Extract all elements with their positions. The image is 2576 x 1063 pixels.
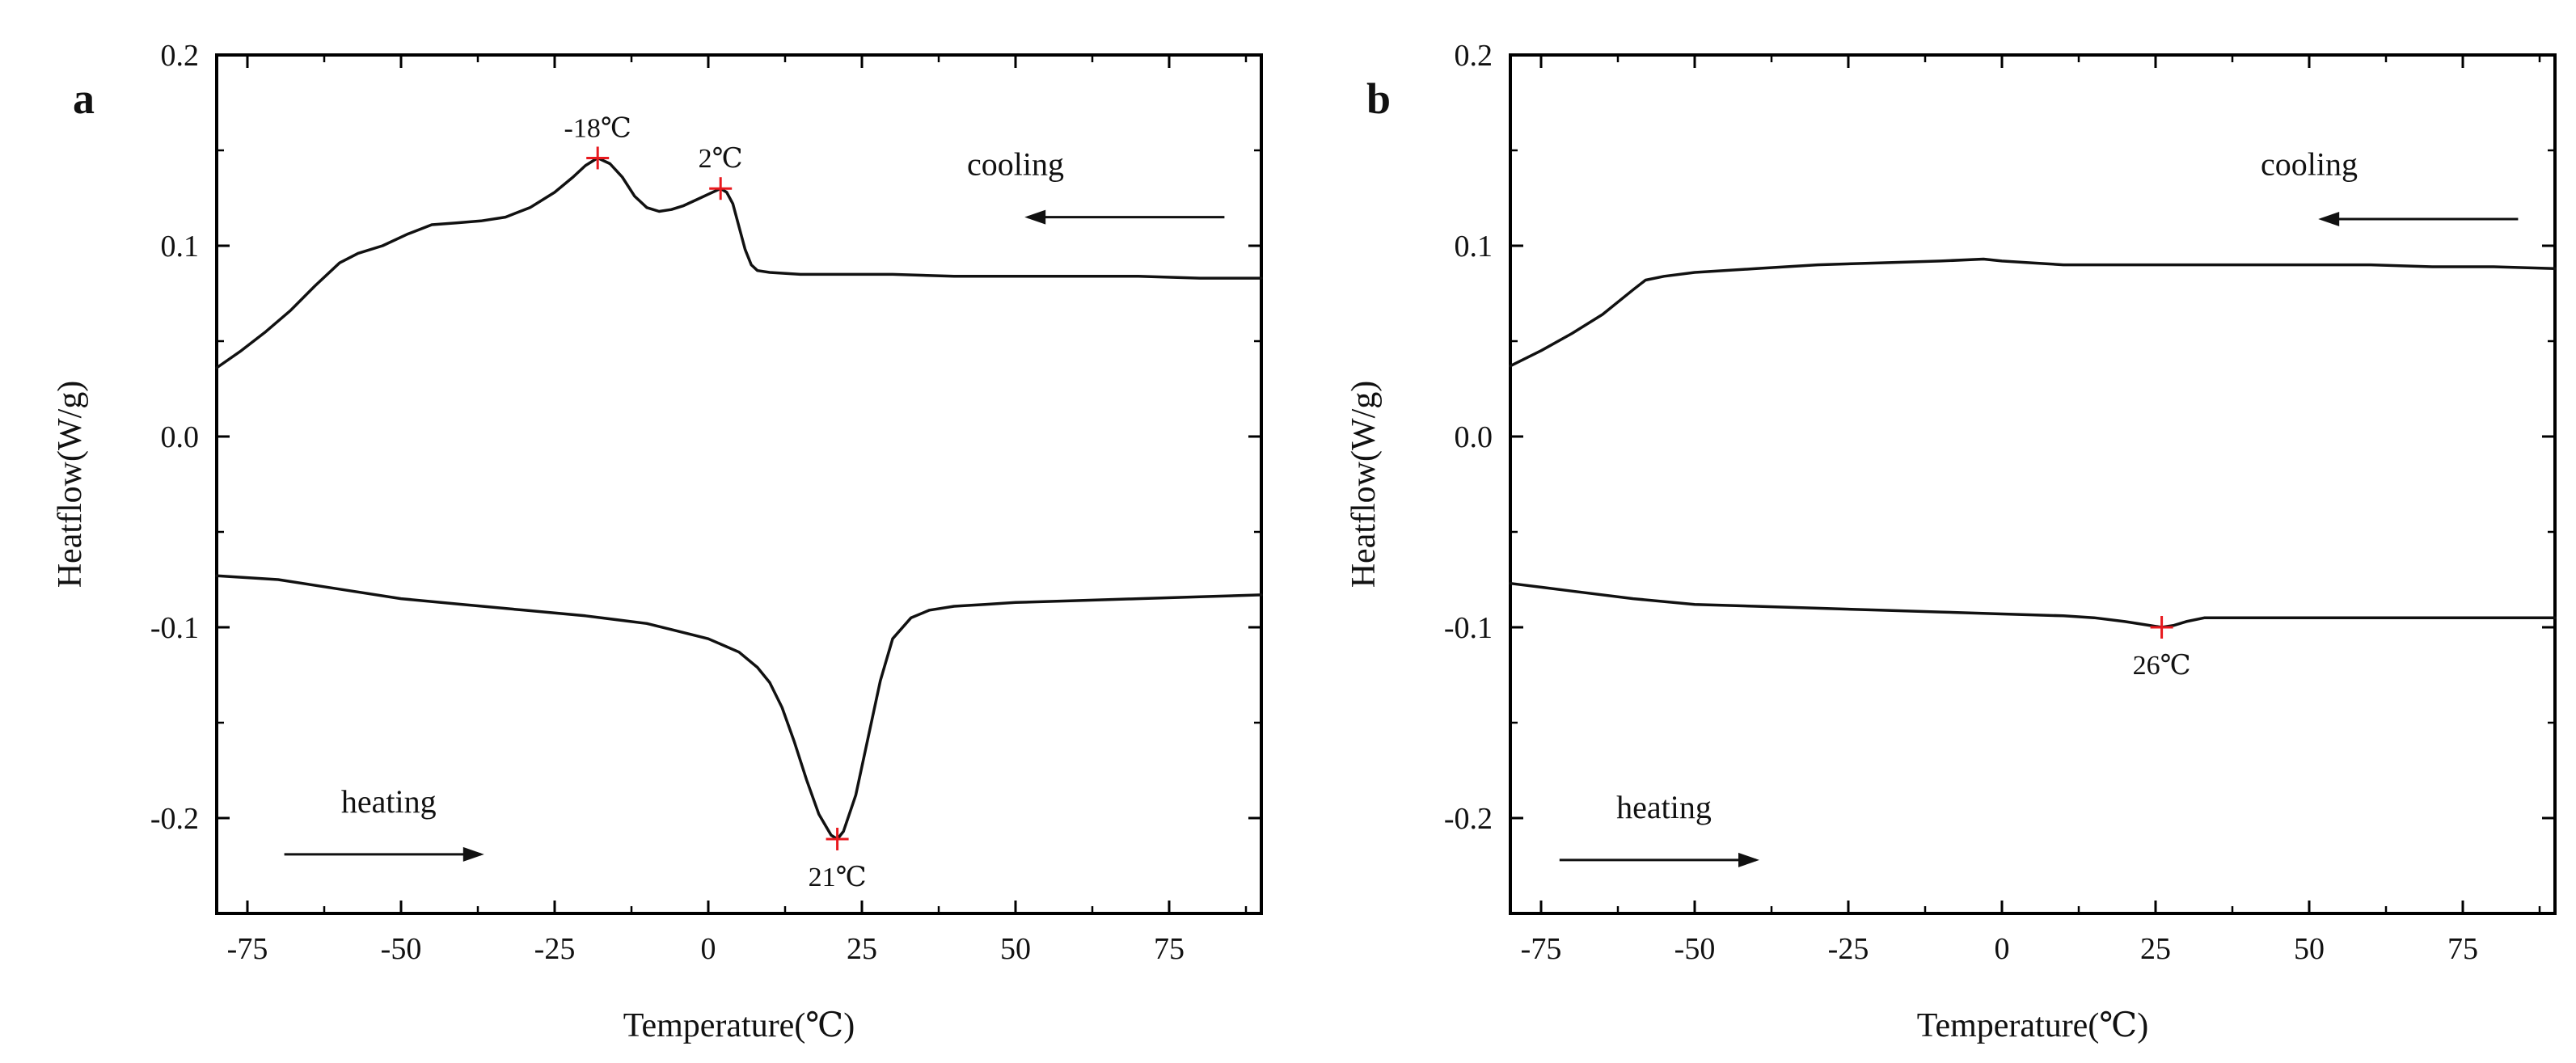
x-tick-label: 0	[1995, 932, 2010, 966]
x-tick-label: 75	[1154, 932, 1185, 966]
x-tick-label: 75	[2447, 932, 2478, 966]
plot-frame	[1509, 53, 2557, 915]
x-tick-label: 25	[847, 932, 877, 966]
direction-arrow-head	[1738, 852, 1759, 867]
x-tick-label: 25	[2140, 932, 2171, 966]
chart-panel-a: -75 -50 -25 0 25 50 75 -0.2 -0.1 0.0 0.1 0.2 Tempera…	[52, 39, 1263, 1044]
y-tick-label: 0.2	[161, 39, 200, 73]
y-tick-label: 0.0	[161, 420, 200, 454]
peak-label: 21℃	[809, 863, 867, 892]
direction-label-cooling: cooling	[967, 146, 1064, 183]
series-line-heating	[1509, 581, 2557, 629]
direction-label-heating: heating	[341, 783, 437, 820]
x-tick-label: 0	[701, 932, 716, 966]
peak-label: 26℃	[2133, 651, 2191, 681]
direction-label-cooling: cooling	[2261, 146, 2358, 183]
panel-letter: b	[1366, 74, 1391, 123]
x-tick-label: -25	[1828, 932, 1869, 966]
x-tick-label: -50	[1674, 932, 1716, 966]
x-tick-label: 50	[1000, 932, 1031, 966]
y-axis-title: Heatflow(W/g)	[52, 381, 89, 588]
y-tick-label: -0.2	[150, 802, 199, 836]
series-line-cooling	[1509, 257, 2557, 368]
direction-arrow-head	[1024, 209, 1046, 225]
y-tick-label: 0.2	[1455, 39, 1493, 73]
x-tick-label: -75	[1521, 932, 1562, 966]
y-axis-title: Heatflow(W/g)	[1345, 381, 1383, 588]
panel-letter: a	[73, 74, 95, 123]
x-tick-label: -50	[381, 932, 422, 966]
y-tick-label: 0.1	[1455, 230, 1493, 264]
x-axis-title: Temperature(℃)	[623, 1007, 855, 1044]
plot-frame	[215, 53, 1263, 915]
direction-arrow-head	[462, 846, 484, 862]
y-tick-label: -0.1	[150, 611, 199, 645]
peak-label: 2℃	[699, 144, 743, 174]
series-line-heating	[215, 574, 1263, 841]
y-tick-label: 0.1	[161, 230, 200, 264]
peak-label: -18℃	[564, 113, 631, 143]
y-tick-label: -0.1	[1444, 611, 1493, 645]
x-tick-label: -75	[227, 932, 268, 966]
y-tick-label: 0.0	[1455, 420, 1493, 454]
x-tick-label: 50	[2294, 932, 2325, 966]
y-tick-label: -0.2	[1444, 802, 1493, 836]
direction-label-heating: heating	[1616, 789, 1712, 825]
series-line-cooling	[215, 156, 1263, 369]
x-tick-label: -25	[534, 932, 576, 966]
direction-arrow-head	[2318, 211, 2340, 226]
chart-panel-b: -75 -50 -25 0 25 50 75 -0.2 -0.1 0.0 0.1 0.2 Tempera…	[1345, 39, 2557, 1044]
x-axis-title: Temperature(℃)	[1917, 1007, 2149, 1044]
